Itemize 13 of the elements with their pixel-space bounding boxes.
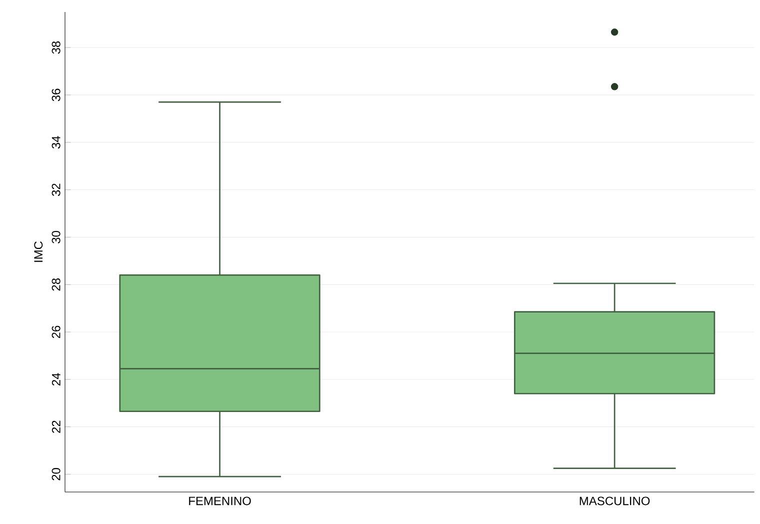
y-axis-title: IMC — [34, 241, 43, 262]
y-tick-label: 26 — [52, 326, 60, 338]
y-tick-label: 36 — [52, 88, 60, 102]
y-tick-label: 38 — [52, 41, 60, 54]
y-tick-label: 20 — [52, 468, 60, 480]
y-tick-label: 34 — [52, 136, 60, 149]
x-tick-label: MASCULINO — [580, 496, 650, 506]
x-tick-label: FEMENINO — [189, 496, 251, 506]
y-tick-label: 32 — [52, 184, 60, 196]
y-tick-label: 24 — [52, 373, 60, 386]
y-tick-label: 30 — [52, 230, 60, 244]
y-tick-label: 22 — [52, 420, 60, 433]
y-tick-label: 28 — [52, 278, 60, 291]
